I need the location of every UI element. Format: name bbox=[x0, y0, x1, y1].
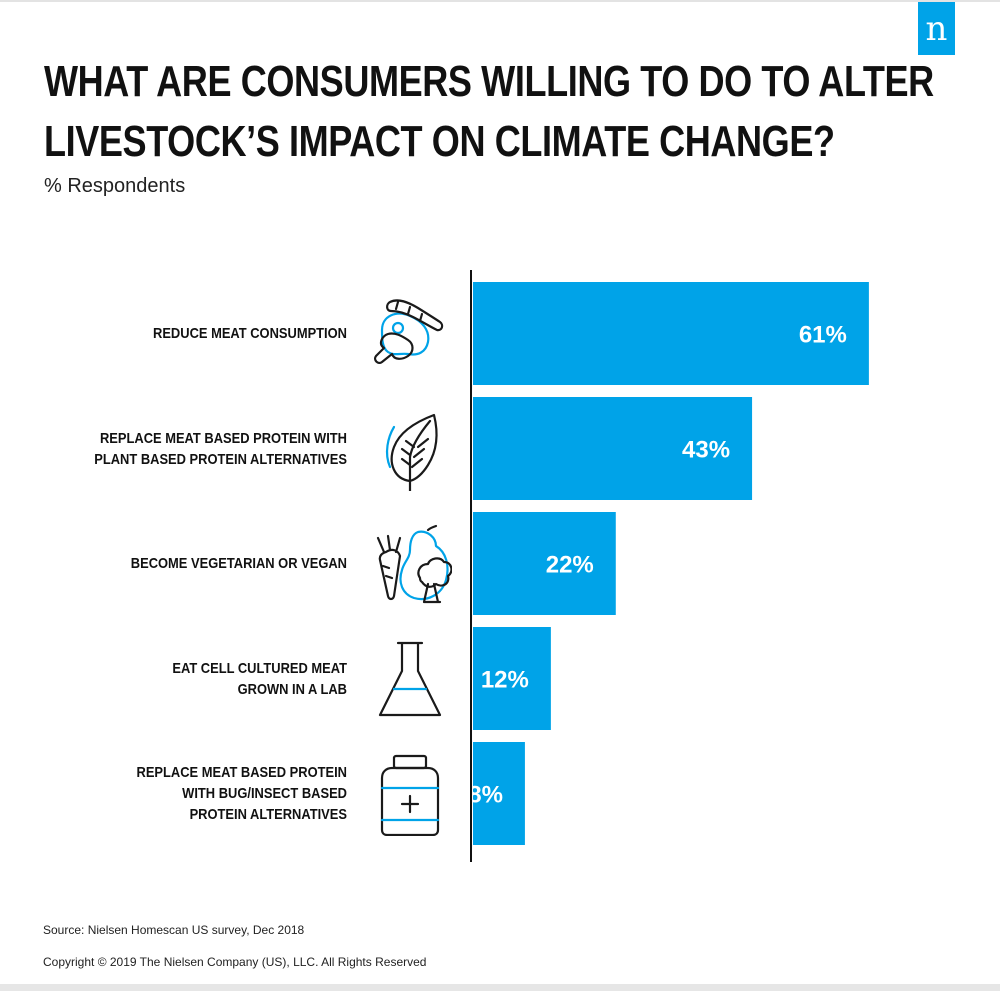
bar-value-label: 22% bbox=[546, 552, 594, 579]
category-label: BECOME VEGETARIAN OR VEGAN bbox=[130, 555, 347, 572]
category-label: REDUCE MEAT CONSUMPTION bbox=[153, 325, 347, 342]
flask-icon bbox=[378, 641, 442, 716]
category-label: REPLACE MEAT BASED PROTEIN WITH PLANT BA… bbox=[94, 429, 347, 468]
jar-icon bbox=[380, 754, 440, 836]
bar bbox=[473, 742, 525, 845]
bar-value-label: 8% bbox=[468, 782, 503, 809]
vegetables-icon bbox=[376, 524, 452, 603]
bar-value-label: 12% bbox=[481, 667, 529, 694]
category-label: EAT CELL CULTURED MEAT GROWN IN A LAB bbox=[172, 659, 347, 698]
leaf-icon bbox=[385, 413, 438, 491]
source-note: Source: Nielsen Homescan US survey, Dec … bbox=[43, 923, 305, 937]
copyright-note: Copyright © 2019 The Nielsen Company (US… bbox=[43, 955, 427, 969]
bar bbox=[473, 282, 869, 385]
nielsen-logo: n bbox=[918, 2, 955, 55]
bar bbox=[473, 512, 616, 615]
chart-subtitle: % Respondents bbox=[44, 175, 186, 197]
chart-title: WHAT ARE CONSUMERS WILLING TO DO TO ALTE… bbox=[44, 52, 934, 172]
bottom-border bbox=[0, 984, 1000, 991]
bar-value-label: 61% bbox=[799, 322, 847, 349]
meat-icon bbox=[374, 298, 444, 364]
bar bbox=[473, 397, 753, 500]
top-border bbox=[0, 0, 1000, 2]
bar bbox=[473, 627, 551, 730]
chart-title-line-2: LIVESTOCK’S IMPACT ON CLIMATE CHANGE? bbox=[44, 117, 835, 166]
category-label: REPLACE MEAT BASED PROTEIN WITH BUG/INSE… bbox=[136, 764, 347, 823]
bar-value-label: 43% bbox=[682, 437, 730, 464]
